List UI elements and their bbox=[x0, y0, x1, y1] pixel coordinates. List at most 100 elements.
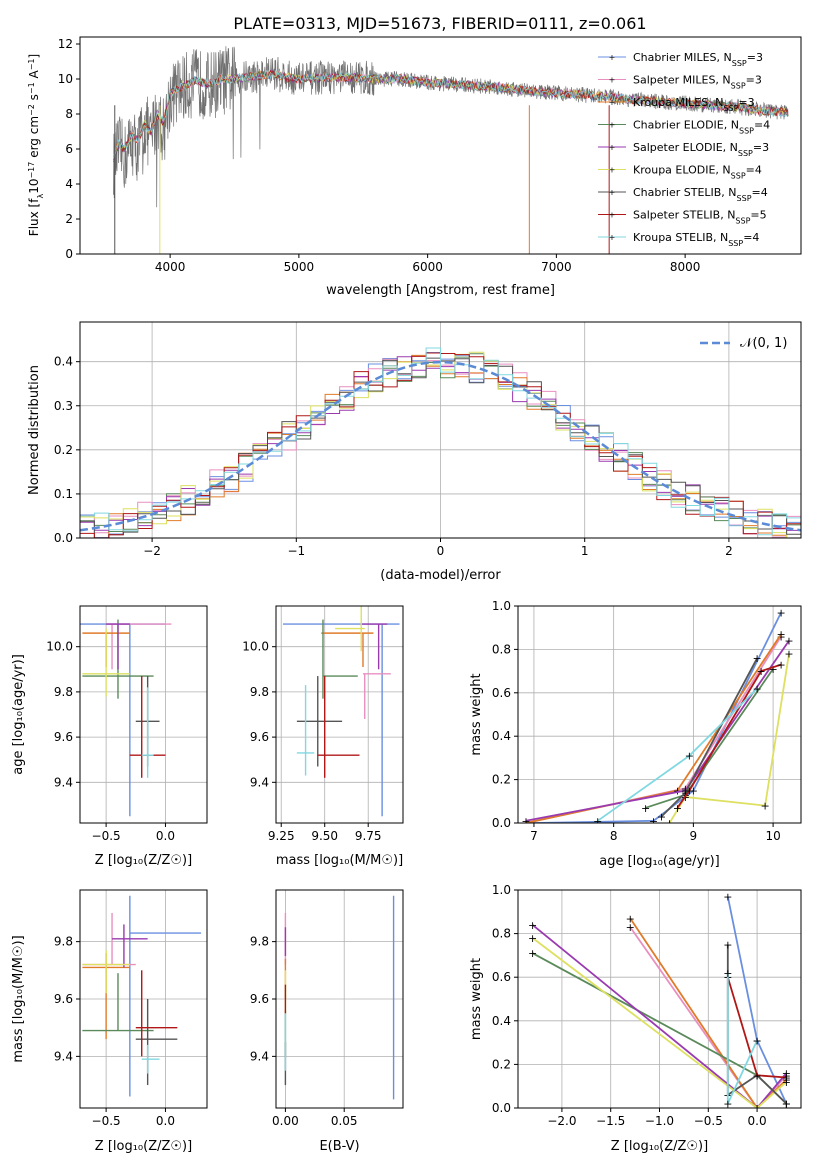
legend-marker: + bbox=[609, 143, 616, 152]
spectrum-panel: 4000 5000 6000 7000 8000 0 2 4 6 8 10 12 wavelength … bbox=[27, 36, 802, 298]
x-tick-label: 7000 bbox=[541, 260, 572, 274]
y-tick-label: 9.8 bbox=[250, 685, 269, 699]
weight-marker: + bbox=[753, 682, 762, 695]
histogram-panel: −2 −1 0 1 2 0.0 0.1 0.2 0.3 0.4 (data-model)/error… bbox=[27, 321, 802, 583]
weight-vs-Z-panel-y-label: mass weight bbox=[469, 958, 484, 1040]
x-tick-label: 0.0 bbox=[156, 1114, 175, 1128]
legend-label: Chabrier STELIB, NSSP=4 bbox=[633, 186, 768, 203]
legend-text: Kroupa ELODIE, N bbox=[633, 164, 731, 177]
weight-series-6 bbox=[668, 653, 790, 823]
legend-label: Kroupa STELIB, NSSP=4 bbox=[633, 231, 759, 248]
legend-text: Chabrier ELODIE, N bbox=[633, 119, 739, 132]
x-tick-label: 7 bbox=[530, 829, 538, 843]
x-tick-label: 5000 bbox=[284, 260, 315, 274]
y-tick-label: 0.8 bbox=[492, 927, 511, 941]
x-tick-label: −0.5 bbox=[92, 829, 121, 843]
weight-series-3 bbox=[629, 917, 788, 1108]
legend-text: =3 bbox=[746, 74, 762, 87]
gaussian-curve bbox=[80, 360, 801, 532]
x-tick-label: 0.00 bbox=[272, 1114, 299, 1128]
weight-series-1 bbox=[533, 612, 782, 823]
spectrum-x-label: wavelength [Angstrom, rest frame] bbox=[326, 283, 555, 298]
y-tick-label: 4 bbox=[65, 177, 73, 191]
age-vs-mass-panel: 9.25 9.50 9.75 9.4 9.6 9.8 10.0 mass [log₁₀(M/M… bbox=[242, 605, 404, 868]
legend-text: Salpeter ELODIE, N bbox=[633, 141, 738, 154]
figure-title: PLATE=0313, MJD=51673, FIBERID=0111, z=0… bbox=[233, 14, 646, 33]
age-vs-Z-x-label: Z [log₁₀(Z/Z☉)] bbox=[95, 853, 192, 868]
y-tick-label: 2 bbox=[65, 212, 73, 226]
weight-vs-age-panel-y-label: mass weight bbox=[469, 673, 484, 755]
x-tick-label: 4000 bbox=[155, 260, 186, 274]
weight-marker: + bbox=[723, 1098, 732, 1111]
legend-marker: + bbox=[609, 211, 616, 220]
weight-marker: + bbox=[784, 648, 793, 661]
legend-label: Chabrier ELODIE, NSSP=4 bbox=[633, 119, 770, 136]
weight-marker: + bbox=[673, 802, 682, 815]
plot-area bbox=[113, 46, 789, 254]
legend-sub: SSP bbox=[739, 126, 754, 135]
weight-series-3 bbox=[525, 633, 782, 823]
weight-marker: + bbox=[681, 782, 690, 795]
y-tick-label: 0.2 bbox=[492, 1057, 511, 1071]
legend-text: Kroupa MILES, N bbox=[633, 96, 723, 109]
x-tick-label: 1 bbox=[581, 544, 589, 558]
y-tick-label: 0.4 bbox=[492, 729, 511, 743]
spectrum-model-line-9 bbox=[113, 69, 789, 159]
y-tick-label: 0.2 bbox=[492, 773, 511, 787]
weight-marker: + bbox=[753, 652, 762, 665]
weight-marker: + bbox=[723, 939, 732, 952]
weight-vs-Z-panel: ++++++++++++++++++++++++ ++++−2.0 −1.5 −1.0… bbox=[469, 883, 802, 1154]
weight-marker: + bbox=[752, 1102, 761, 1115]
legend-marker: + bbox=[609, 121, 616, 130]
y-tick-label: 0.6 bbox=[492, 970, 511, 984]
weight-marker: + bbox=[776, 607, 785, 620]
mass-vs-EBV-panel: 0.00 0.05 9.4 9.6 9.8 E(B-V) bbox=[250, 889, 404, 1154]
y-tick-label: 0.8 bbox=[492, 642, 511, 656]
x-tick-label: −0.5 bbox=[92, 1114, 121, 1128]
axes-frame bbox=[79, 605, 208, 824]
histogram-y-label: Normed distribution bbox=[27, 365, 42, 495]
legend-marker: + bbox=[609, 166, 616, 175]
weight-marker: + bbox=[521, 815, 530, 828]
y-tick-label: 0.0 bbox=[492, 816, 511, 830]
legend-sub: SSP bbox=[738, 149, 753, 158]
age-vs-mass-x-label: mass [log₁₀(M/M☉)] bbox=[276, 853, 403, 868]
y-label-part: ] bbox=[27, 54, 41, 59]
x-tick-label: 2 bbox=[725, 544, 733, 558]
weight-marker: + bbox=[782, 1069, 791, 1082]
weight-marker: + bbox=[782, 1071, 791, 1084]
weight-marker: + bbox=[776, 630, 785, 643]
legend-marker: + bbox=[609, 76, 616, 85]
age-vs-Z-y-label: age [log₁₀(age/yr)] bbox=[11, 654, 26, 775]
weight-marker: + bbox=[528, 932, 537, 945]
weight-marker: + bbox=[752, 1102, 761, 1115]
y-label-part: −2 bbox=[27, 104, 36, 116]
y-label-part: λ bbox=[36, 194, 45, 199]
y-tick-label: 9.4 bbox=[54, 1049, 73, 1063]
weight-vs-age-panel-x-label: age [log₁₀(age/yr)] bbox=[599, 854, 720, 869]
weight-marker: + bbox=[689, 784, 698, 797]
spectrum-y-label: Flux [fλ10−17 erg cm−2 s−1 A−1] bbox=[27, 54, 45, 236]
legend-text: =4 bbox=[743, 231, 759, 244]
weight-marker: + bbox=[681, 787, 690, 800]
legend-text: Chabrier MILES, N bbox=[633, 51, 732, 64]
weight-series-8 bbox=[726, 976, 787, 1079]
mass-vs-EBV-x-label: E(B-V) bbox=[319, 1139, 359, 1154]
mass-vs-Z-x-label: Z [log₁₀(Z/Z☉)] bbox=[95, 1139, 192, 1154]
weight-marker: + bbox=[528, 947, 537, 960]
weight-series-9 bbox=[726, 972, 758, 1104]
y-tick-label: 12 bbox=[58, 37, 73, 51]
legend-text: Kroupa STELIB, N bbox=[633, 231, 728, 244]
axes-frame bbox=[275, 605, 404, 824]
mass-vs-Z-panel: −0.5 0.0 9.4 9.6 9.8 Z [log₁₀(Z/Z☉)] mass [log… bbox=[11, 889, 208, 1154]
y-tick-label: 0.4 bbox=[54, 355, 73, 369]
weight-marker: + bbox=[593, 815, 602, 828]
histogram-legend-label: 𝒩(0, 1) bbox=[740, 336, 787, 351]
x-tick-label: 0.0 bbox=[748, 1114, 767, 1128]
weight-marker: + bbox=[673, 784, 682, 797]
x-tick-label: −1.0 bbox=[645, 1114, 674, 1128]
legend-text: Salpeter STELIB, N bbox=[633, 209, 735, 222]
y-tick-label: 0.0 bbox=[492, 1101, 511, 1115]
plot-area: ++++++++++++++++++++++++ ++++ bbox=[528, 891, 791, 1115]
plot-area bbox=[82, 895, 202, 1097]
